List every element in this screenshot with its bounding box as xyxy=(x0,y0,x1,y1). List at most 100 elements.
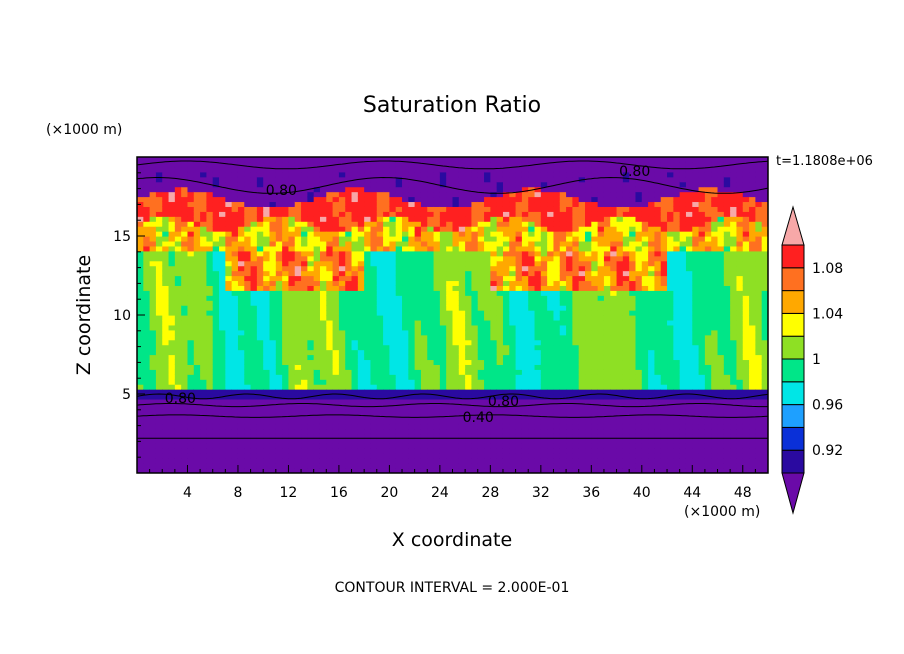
field-cell xyxy=(301,290,308,296)
field-cell xyxy=(200,379,208,385)
field-cell xyxy=(187,463,195,469)
field-cell xyxy=(515,171,523,178)
field-cell xyxy=(465,290,473,296)
field-cell xyxy=(395,428,403,435)
field-cell xyxy=(231,433,239,440)
field-cell xyxy=(288,329,296,336)
field-cell xyxy=(200,453,208,459)
field-cell xyxy=(553,236,561,242)
field-cell xyxy=(256,319,264,326)
field-cell xyxy=(578,186,586,193)
field-cell xyxy=(294,191,302,198)
field-cell xyxy=(143,161,151,168)
field-cell xyxy=(591,448,599,454)
field-cell xyxy=(174,379,182,385)
field-cell xyxy=(408,359,416,365)
field-cell xyxy=(231,245,239,252)
field-cell xyxy=(484,364,491,370)
field-cell xyxy=(174,364,182,370)
field-cell xyxy=(446,418,454,425)
field-cell xyxy=(402,324,409,331)
field-cell xyxy=(149,240,157,247)
field-cell xyxy=(193,245,201,252)
field-cell xyxy=(427,260,435,267)
field-cell xyxy=(585,413,592,420)
field-cell xyxy=(540,428,548,435)
field-cell xyxy=(610,260,618,267)
field-cell xyxy=(427,319,435,326)
field-cell xyxy=(484,295,491,301)
field-cell xyxy=(484,448,491,454)
field-cell xyxy=(559,231,567,237)
field-cell xyxy=(338,463,346,469)
field-cell xyxy=(540,270,548,277)
field-cell xyxy=(521,250,529,257)
field-cell xyxy=(376,265,384,272)
field-cell xyxy=(591,206,599,212)
field-cell xyxy=(446,354,454,361)
field-cell xyxy=(585,226,592,232)
field-cell xyxy=(408,448,416,454)
field-cell xyxy=(433,403,441,410)
field-cell xyxy=(528,359,536,365)
field-cell xyxy=(534,418,542,425)
field-cell xyxy=(521,403,529,410)
field-cell xyxy=(301,196,308,203)
field-cell xyxy=(237,310,245,316)
field-cell xyxy=(547,428,555,435)
field-cell xyxy=(559,275,567,282)
field-cell xyxy=(149,468,157,473)
field-cell xyxy=(137,310,144,316)
field-cell xyxy=(244,236,252,242)
field-cell xyxy=(275,250,283,257)
field-cell xyxy=(143,171,151,178)
field-cell xyxy=(250,374,258,380)
field-cell xyxy=(200,226,208,232)
field-cell xyxy=(256,369,264,375)
field-cell xyxy=(559,255,567,262)
field-cell xyxy=(521,275,529,282)
field-cell xyxy=(402,463,409,469)
field-cell xyxy=(458,334,466,341)
field-cell xyxy=(452,216,460,222)
field-cell xyxy=(427,181,435,188)
field-cell xyxy=(174,443,182,449)
field-cell xyxy=(502,161,510,168)
field-cell xyxy=(591,315,599,321)
field-cell xyxy=(553,398,561,405)
field-cell xyxy=(319,231,327,237)
field-cell xyxy=(376,245,384,252)
field-cell xyxy=(395,310,403,316)
field-cell xyxy=(534,408,542,415)
field-cell xyxy=(566,315,573,321)
field-cell xyxy=(313,344,321,351)
field-cell xyxy=(591,250,599,257)
field-cell xyxy=(263,191,271,198)
field-cell xyxy=(521,245,529,252)
field-cell xyxy=(338,161,346,168)
field-cell xyxy=(225,389,233,395)
field-cell xyxy=(143,255,151,262)
field-cell xyxy=(364,384,372,390)
field-cell xyxy=(345,319,353,326)
field-cell xyxy=(301,423,308,430)
field-cell xyxy=(402,236,409,242)
field-cell xyxy=(332,468,340,473)
field-cell xyxy=(452,221,460,227)
field-cell xyxy=(402,211,409,217)
field-cell xyxy=(603,240,611,247)
field-cell xyxy=(547,255,555,262)
field-cell xyxy=(427,250,435,257)
field-cell xyxy=(408,181,416,188)
field-cell xyxy=(484,329,491,336)
field-cell xyxy=(439,290,447,296)
field-cell xyxy=(433,468,441,473)
field-cell xyxy=(578,240,586,247)
field-cell xyxy=(376,379,384,385)
field-cell xyxy=(502,305,510,311)
field-cell xyxy=(402,280,409,286)
field-cell xyxy=(477,379,485,385)
field-cell xyxy=(364,344,372,351)
field-cell xyxy=(547,438,555,444)
field-cell xyxy=(219,379,226,385)
